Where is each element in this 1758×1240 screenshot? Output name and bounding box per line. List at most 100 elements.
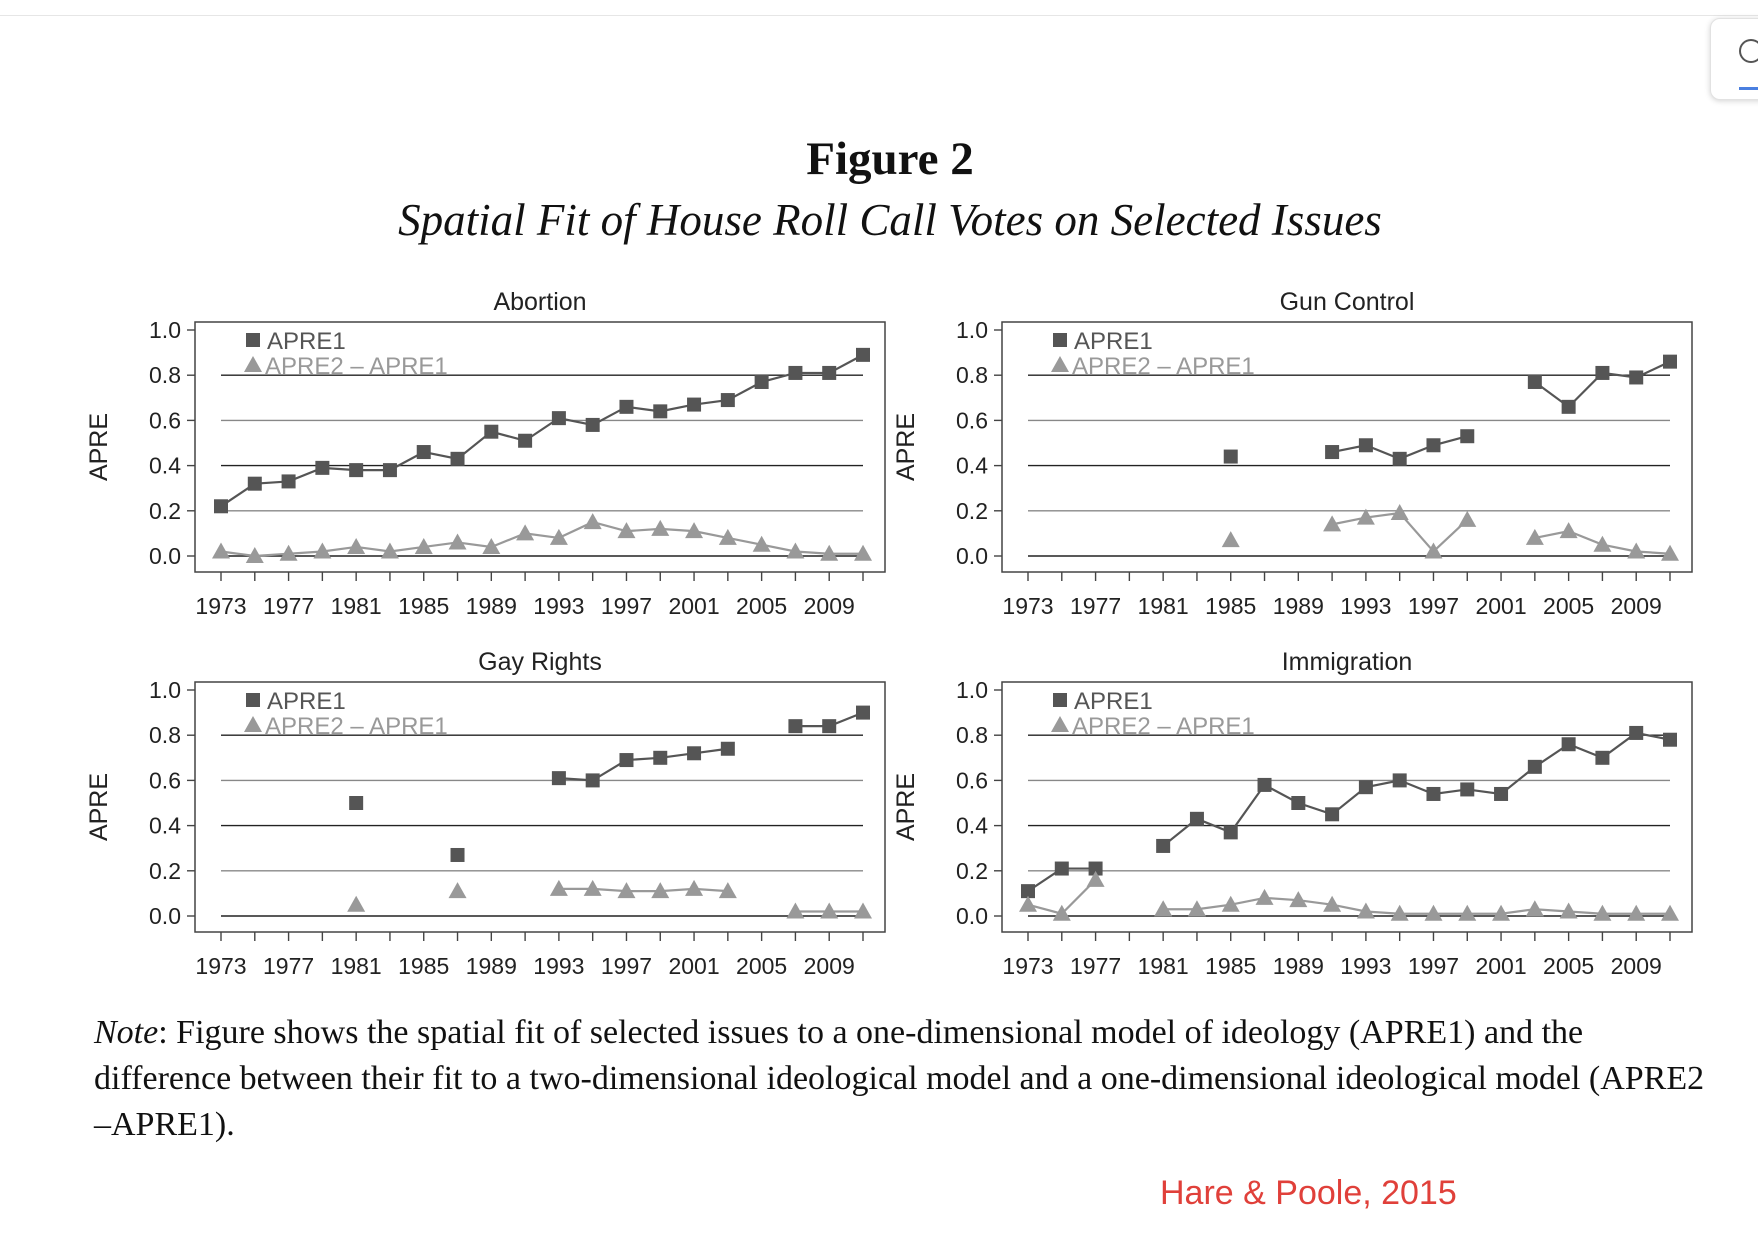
x-tick-label: 2009 xyxy=(804,593,855,619)
data-point xyxy=(1223,825,1238,840)
legend-marker xyxy=(244,356,262,372)
x-tick-label: 1989 xyxy=(1273,953,1324,979)
y-tick-label: 0.2 xyxy=(956,858,988,884)
data-point xyxy=(518,433,533,448)
plot-frame xyxy=(1001,681,1693,933)
data-point xyxy=(347,537,366,554)
y-axis-label: APRE xyxy=(85,413,113,481)
legend-label: APRE2 – APRE1 xyxy=(1072,713,1255,740)
data-point xyxy=(854,544,872,561)
x-tick-label: 1993 xyxy=(1340,593,1391,619)
x-tick-label: 1977 xyxy=(263,593,314,619)
panel-title: Abortion xyxy=(493,288,586,316)
data-point xyxy=(1356,508,1375,525)
y-tick-label: 1.0 xyxy=(149,317,181,343)
data-point xyxy=(1525,900,1544,917)
data-point xyxy=(1458,510,1477,527)
data-point xyxy=(585,417,600,432)
legend-label: APRE1 xyxy=(267,688,346,715)
data-point xyxy=(822,365,837,380)
figure-subtitle: Spatial Fit of House Roll Call Votes on … xyxy=(398,195,1382,245)
data-point xyxy=(1561,399,1576,414)
x-tick-label: 1981 xyxy=(1138,593,1189,619)
x-tick-label: 1997 xyxy=(1408,593,1459,619)
data-point xyxy=(347,895,366,912)
data-point xyxy=(788,365,803,380)
chart-panel-gay-rights: Gay Rights 0.0 0.2 0.4 0.6 0.8 1.0 APRE 1973 1977… xyxy=(85,648,886,979)
x-tick-label: 2005 xyxy=(1543,953,1594,979)
data-point xyxy=(1358,438,1373,453)
y-tick-label: 0.2 xyxy=(149,498,181,524)
data-point xyxy=(1525,528,1544,545)
y-tick-label: 1.0 xyxy=(149,677,181,703)
data-point xyxy=(1156,838,1171,853)
x-tick-label: 1997 xyxy=(1408,953,1459,979)
data-point xyxy=(1494,786,1509,801)
x-tick-label: 1997 xyxy=(601,953,652,979)
source-credit: Hare & Poole, 2015 xyxy=(1160,1174,1457,1212)
data-point xyxy=(1088,861,1103,876)
y-tick-label: 0.8 xyxy=(956,722,988,748)
data-point xyxy=(1561,737,1576,752)
y-tick-label: 0.6 xyxy=(956,407,988,433)
note-text: : Figure shows the spatial fit of select… xyxy=(94,1014,1705,1143)
y-tick-label: 0.4 xyxy=(149,453,181,479)
x-tick-label: 2009 xyxy=(804,953,855,979)
y-axis-label: APRE xyxy=(85,773,113,841)
figure-note: Note: Figure shows the spatial fit of se… xyxy=(94,1010,1714,1148)
y-tick-label: 0.6 xyxy=(149,407,181,433)
data-point xyxy=(619,753,634,768)
data-point xyxy=(380,542,399,559)
legend-marker xyxy=(1051,356,1069,372)
data-point xyxy=(856,705,870,720)
x-tick-label: 1989 xyxy=(466,593,517,619)
y-tick-label: 0.0 xyxy=(956,543,988,569)
search-icon[interactable] xyxy=(1739,39,1758,63)
x-tick-label: 1973 xyxy=(195,953,246,979)
data-point xyxy=(651,882,670,899)
data-point xyxy=(1392,773,1407,788)
data-point xyxy=(1492,904,1511,921)
data-point xyxy=(788,719,803,734)
data-point xyxy=(820,902,839,919)
data-point xyxy=(1021,884,1035,899)
x-tick-label: 1977 xyxy=(263,953,314,979)
x-tick-label: 1993 xyxy=(533,593,584,619)
data-point xyxy=(450,451,465,466)
data-point xyxy=(752,535,771,552)
y-tick-label: 1.0 xyxy=(956,677,988,703)
data-point xyxy=(1661,544,1679,561)
input-underline xyxy=(1739,87,1758,90)
data-point xyxy=(687,746,702,761)
data-point xyxy=(1291,796,1306,810)
x-tick-label: 2001 xyxy=(668,953,719,979)
y-tick-label: 0.0 xyxy=(956,903,988,929)
data-point xyxy=(786,902,805,919)
data-point xyxy=(1323,515,1342,532)
data-point xyxy=(1325,445,1340,460)
search-popover[interactable] xyxy=(1710,18,1758,100)
data-point xyxy=(349,796,364,810)
y-tick-label: 0.2 xyxy=(149,858,181,884)
data-point xyxy=(1424,904,1443,921)
series-line xyxy=(220,520,863,558)
data-point xyxy=(1460,429,1475,444)
data-point xyxy=(1629,725,1644,740)
x-tick-label: 2001 xyxy=(1475,953,1526,979)
data-point xyxy=(786,542,805,559)
panel-title: Immigration xyxy=(1282,648,1413,676)
panel-title: Gay Rights xyxy=(478,648,602,676)
data-point xyxy=(685,522,704,539)
legend-marker xyxy=(1053,333,1067,347)
x-tick-label: 1985 xyxy=(1205,953,1256,979)
x-tick-label: 2005 xyxy=(736,593,787,619)
data-point xyxy=(720,741,735,756)
data-point xyxy=(245,547,264,563)
y-tick-label: 0.6 xyxy=(956,767,988,793)
x-tick-label: 1973 xyxy=(195,593,246,619)
x-tick-label: 1981 xyxy=(331,953,382,979)
data-point xyxy=(1593,904,1612,921)
data-point xyxy=(1559,902,1578,919)
data-point xyxy=(450,847,465,862)
